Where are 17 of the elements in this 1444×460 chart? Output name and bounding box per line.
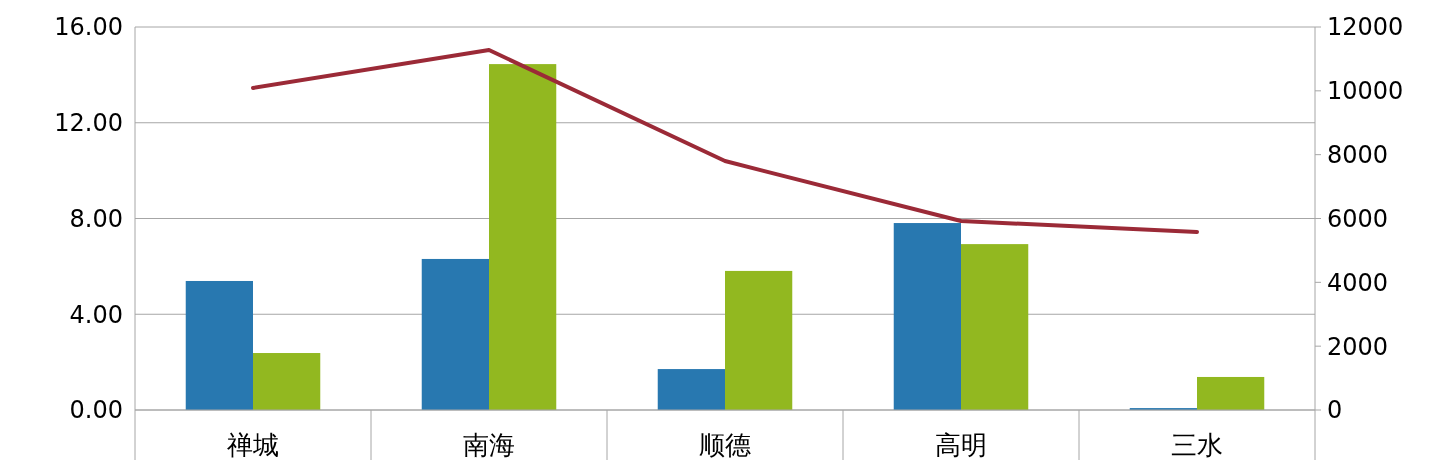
y-tick-label: 4.00 <box>69 300 123 329</box>
x-tick-label: 顺德 <box>699 430 751 460</box>
y-tick-label: 0.00 <box>69 396 123 425</box>
y2-tick-label: 4000 <box>1327 268 1389 297</box>
x-tick-label: 高明 <box>935 430 987 460</box>
x-tick-label: 禅城 <box>227 430 279 460</box>
y-tick-label: 8.00 <box>69 204 123 233</box>
y-tick-label: 12.00 <box>54 109 123 138</box>
y2-tick-label: 0 <box>1327 396 1343 425</box>
y2-tick-label: 2000 <box>1327 332 1389 361</box>
x-tick-label: 三水 <box>1171 430 1223 460</box>
x-tick-label: 南海 <box>463 430 515 460</box>
y2-tick-label: 6000 <box>1327 204 1389 233</box>
y2-tick-label: 10000 <box>1327 77 1404 106</box>
y2-tick-label: 12000 <box>1327 13 1404 42</box>
y-tick-label: 16.00 <box>54 13 123 42</box>
y2-tick-label: 8000 <box>1327 141 1389 170</box>
